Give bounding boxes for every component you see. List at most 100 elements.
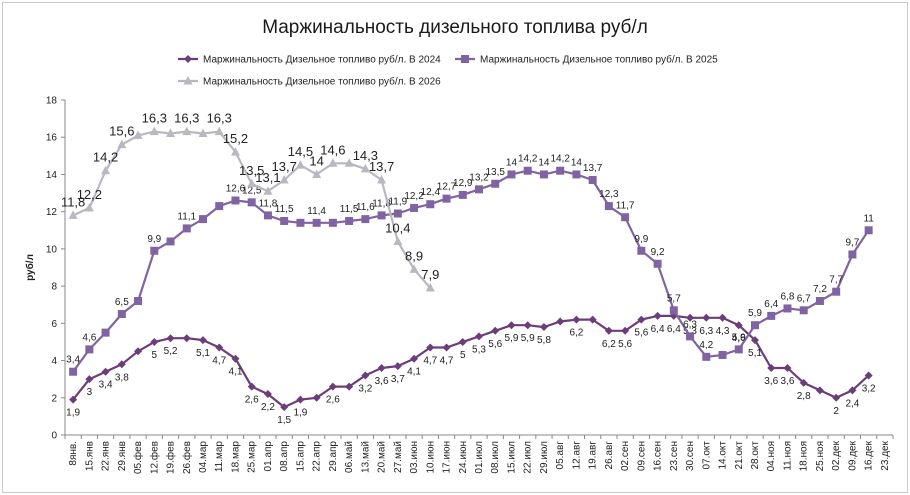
x-tick-label: 19.фев [165,441,177,474]
data-point [832,287,841,296]
data-label: 9,7 [845,237,859,248]
line-chart: 0 2 4 6 8 10 12 14 16 18 руб/л 8янв. 15.янв 22.янв 29.… [24,54,894,474]
data-point [426,343,435,352]
data-point [295,160,305,169]
data-label: 4,7 [212,356,226,367]
data-point [296,395,305,404]
x-tick-label: 02.сен [620,441,631,471]
x-tick-label: 18.мар [230,441,241,473]
data-point [279,175,289,184]
x-tick-label: 25.мар [247,441,258,473]
data-point [848,386,857,395]
data-point [832,393,841,402]
x-tick-label: 05.авг [555,441,566,470]
data-label: 6,8 [781,291,795,302]
data-label: 5,3 [472,344,486,355]
data-label: 6,3 [683,319,697,330]
data-point [734,321,743,330]
data-label: 13,5 [239,163,264,178]
data-point [166,334,175,343]
data-label: 16,3 [174,111,199,126]
data-label: 16,3 [207,111,232,126]
data-point [361,215,370,224]
x-tick-label: 01.апр [263,441,274,472]
data-point [426,200,435,209]
data-label: 3,2 [358,383,372,394]
data-point [361,371,370,380]
x-tick-label: 26.фев [181,441,193,474]
chart-title: Маржинальность дизельного топлива руб/л [262,17,648,38]
data-label: 5,6 [618,339,632,350]
data-point [686,332,695,341]
data-label: 4,1 [407,367,421,378]
data-point [556,166,565,175]
data-point [409,264,419,273]
data-label: 11,6 [356,202,375,213]
data-point [312,218,321,227]
data-label: 15,6 [109,124,134,139]
y-axis-label: руб/л [24,254,36,281]
data-point [783,364,792,372]
data-label: 13,7 [369,159,394,174]
x-tick-label: 01.июл [474,441,485,474]
x-tick-label: 09.дек [847,440,858,470]
x-tick-label: 09.сен [636,441,647,471]
data-point [572,315,581,324]
x-tick-label: 12.фев [148,441,160,474]
data-label: 12,3 [599,189,619,200]
data-point [539,170,548,179]
data-label: 6,4 [764,299,778,310]
data-label: 12,2 [77,187,102,202]
x-tick-label: 29.июл [539,441,550,474]
data-point [799,306,808,315]
data-point [214,126,224,136]
data-label: 8,9 [405,248,423,263]
data-point [702,352,711,361]
data-label: 14,6 [320,142,345,157]
x-tick-label: 08.июл [490,441,501,474]
data-point [328,218,337,227]
data-point [85,345,94,354]
data-label: 12,9 [453,178,473,189]
data-label: 12,4 [421,187,441,198]
x-tick-label: 18.ноя [799,441,810,471]
data-label: 11,4 [307,206,326,217]
data-label: 1,9 [293,408,307,419]
data-label: 4,3 [716,326,730,337]
data-point [393,236,403,245]
data-label: 3,6 [375,376,389,387]
x-tick-label: 22.июл [523,441,534,474]
data-label: 6,3 [699,326,713,337]
x-tick-label: 03.июн [409,441,420,474]
data-point [815,297,824,305]
x-tick-label: 28.окт [750,441,761,470]
data-label: 2,4 [845,398,859,409]
data-point [182,126,192,136]
data-label: 4,1 [229,367,243,378]
x-tick-label: 15.янв [84,441,95,471]
data-label: 3,7 [391,374,405,385]
data-label: 10,4 [385,220,410,235]
data-point [296,218,305,227]
y-tick-label: 14 [46,170,58,181]
x-tick-label: 12.авг [571,441,582,470]
data-label: 13,7 [272,159,297,174]
data-label: 15,2 [223,131,248,146]
legend-entry: Маржинальность Дизельное топливо руб/л. … [480,54,718,66]
data-point [718,313,727,322]
data-point [150,246,159,255]
data-label: 14 [309,153,323,168]
data-point [263,186,273,195]
data-label: 14,5 [288,144,313,159]
data-point [767,311,776,320]
x-tick-label: 06.май [344,441,355,473]
data-point [621,326,630,335]
data-label: 5,1 [196,348,210,359]
x-tick-label: 11.мар [214,441,225,473]
data-point [345,216,354,225]
x-tick-label: 21.окт [734,441,745,470]
data-point [69,395,78,404]
data-point [637,246,646,255]
data-label: 5,9 [732,332,746,343]
data-point [149,126,159,136]
